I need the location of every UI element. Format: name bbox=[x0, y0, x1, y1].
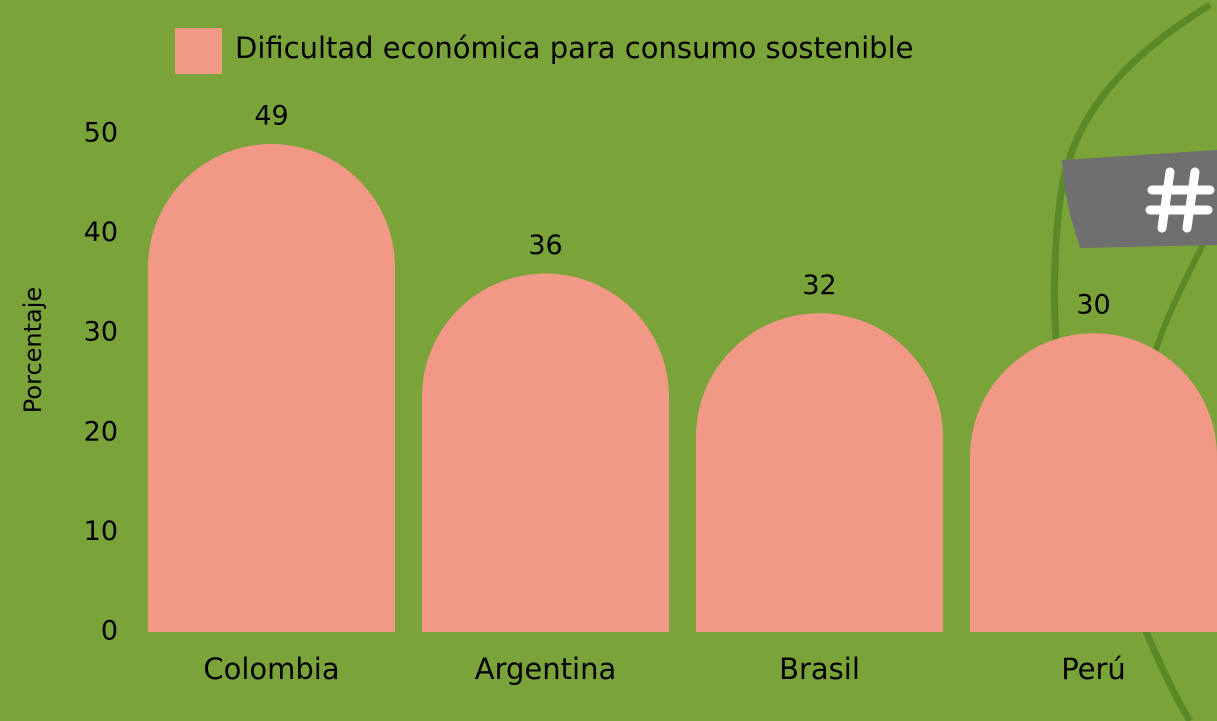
y-tick-label: 30 bbox=[84, 317, 118, 348]
value-label: 49 bbox=[254, 100, 288, 131]
x-tick-label: Colombia bbox=[203, 652, 339, 686]
legend-swatch bbox=[175, 28, 222, 74]
legend-label: Dificultad económica para consumo sosten… bbox=[235, 31, 913, 65]
y-axis-label: Porcentaje bbox=[19, 287, 47, 413]
bar bbox=[696, 313, 943, 632]
chart: Porcentaje 0 10 20 30 40 50 Dificultad económi… bbox=[0, 0, 1217, 721]
value-label: 36 bbox=[528, 230, 562, 261]
bar bbox=[970, 333, 1217, 632]
y-tick-label: 50 bbox=[84, 118, 118, 149]
y-tick-label: 0 bbox=[101, 616, 118, 647]
value-label: 30 bbox=[1076, 290, 1110, 321]
value-label: 32 bbox=[802, 270, 836, 301]
y-tick-label: 40 bbox=[84, 217, 118, 248]
x-tick-label: Argentina bbox=[475, 652, 616, 686]
bar bbox=[148, 144, 395, 632]
y-tick-label: 20 bbox=[84, 416, 118, 447]
y-tick-label: 10 bbox=[84, 516, 118, 547]
x-tick-label: Perú bbox=[1061, 652, 1126, 686]
x-tick-label: Brasil bbox=[779, 652, 860, 686]
bar bbox=[422, 273, 669, 632]
